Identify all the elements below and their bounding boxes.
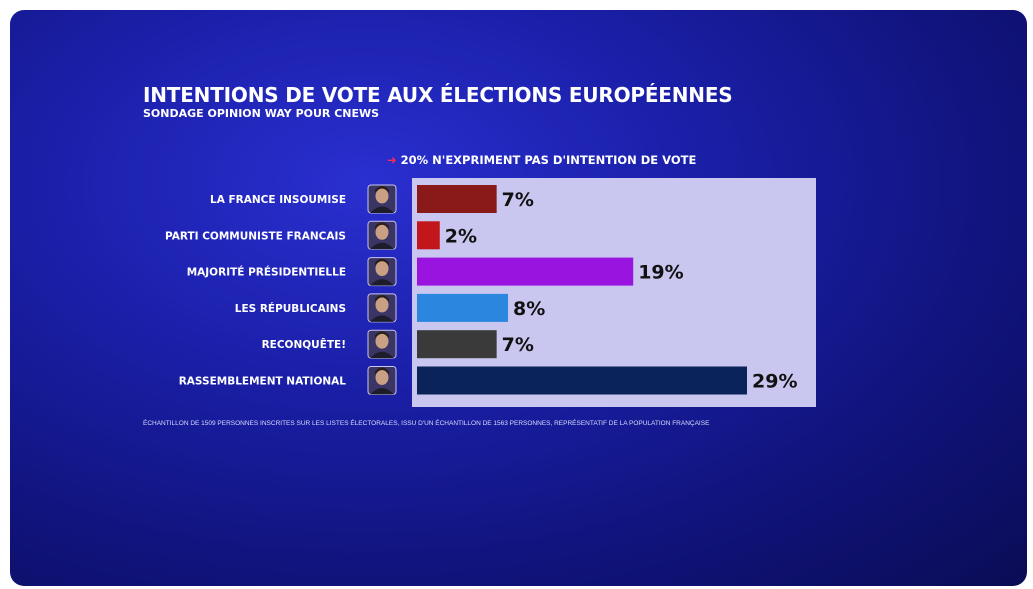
value-label: 7% xyxy=(502,334,534,356)
chart-title: INTENTIONS DE VOTE AUX ÉLECTIONS EUROPÉE… xyxy=(143,83,733,107)
value-label: 8% xyxy=(513,298,545,320)
bar xyxy=(417,257,634,286)
bar xyxy=(417,366,747,395)
category-label: PARTI COMMUNISTE FRANCAIS xyxy=(165,230,346,242)
sample-footnote: ÉCHANTILLON DE 1509 PERSONNES INSCRITES … xyxy=(143,420,710,427)
value-label: 2% xyxy=(445,225,477,247)
bar xyxy=(417,221,440,250)
category-label: LA FRANCE INSOUMISE xyxy=(210,194,346,206)
category-label: LES RÉPUBLICAINS xyxy=(235,302,346,315)
category-label: RECONQUÊTE! xyxy=(262,338,346,351)
leader-portrait xyxy=(367,366,397,395)
leader-portrait xyxy=(367,220,397,250)
leader-portrait xyxy=(367,184,397,214)
leader-portrait xyxy=(367,329,397,359)
bar xyxy=(417,185,497,213)
arrow-right-icon: ➜ xyxy=(387,153,397,167)
bar xyxy=(417,293,509,322)
category-label: MAJORITÉ PRÉSIDENTIELLE xyxy=(187,266,346,279)
value-label: 29% xyxy=(752,371,797,393)
abstention-note: ➜ 20% N'EXPRIMENT PAS D'INTENTION DE VOTE xyxy=(387,153,696,167)
abstention-note-text: 20% N'EXPRIMENT PAS D'INTENTION DE VOTE xyxy=(400,153,697,167)
value-label: 19% xyxy=(638,262,683,284)
leader-portrait xyxy=(367,257,397,287)
bar xyxy=(417,330,497,359)
leader-portrait xyxy=(367,293,397,323)
value-label: 7% xyxy=(502,189,534,211)
category-label: RASSEMBLEMENT NATIONAL xyxy=(179,376,347,388)
chart-subtitle: SONDAGE OPINION WAY POUR CNEWS xyxy=(143,107,380,120)
